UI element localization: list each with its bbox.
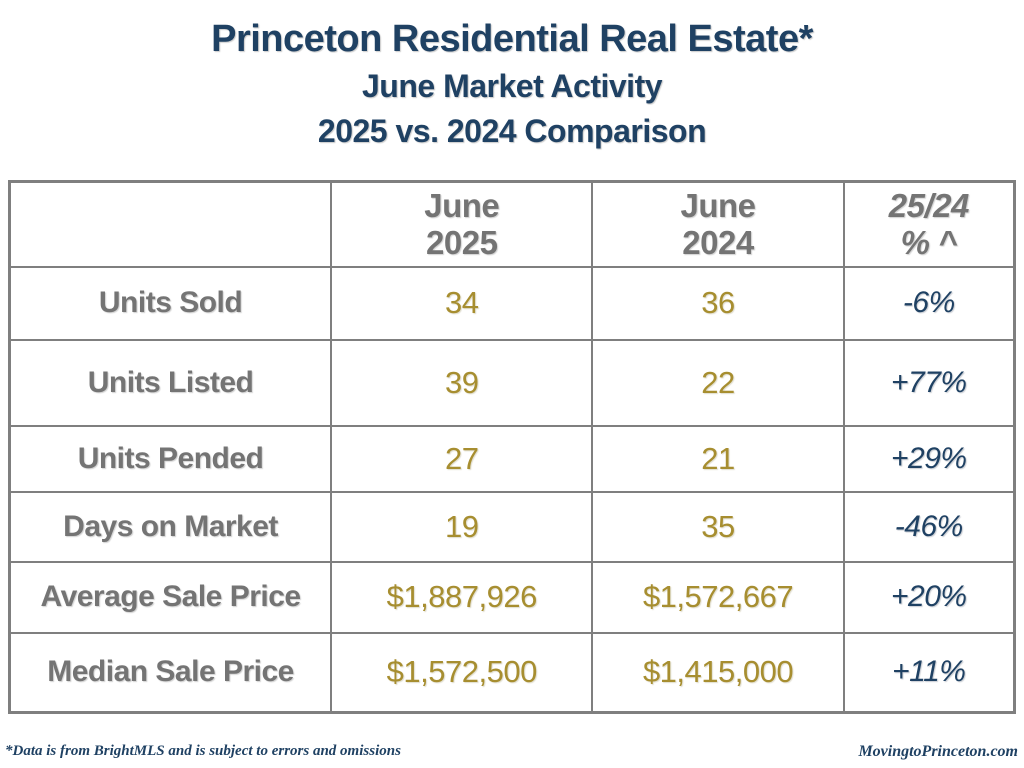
value-2024: $1,572,667 bbox=[591, 560, 845, 634]
value-2025: $1,572,500 bbox=[330, 631, 594, 714]
row-label: Units Sold bbox=[8, 265, 333, 341]
table-row-units-pended: Units Pended 27 21 +29% bbox=[8, 424, 1016, 493]
value-2025: 34 bbox=[330, 265, 594, 341]
value-2025: 27 bbox=[330, 424, 594, 493]
value-2025: 19 bbox=[330, 490, 594, 563]
header-june-2024-line1: June bbox=[680, 187, 757, 225]
value-pct-change: +29% bbox=[842, 424, 1016, 493]
slide-title-line3: 2025 vs. 2024 Comparison bbox=[317, 113, 707, 149]
value-2024: $1,415,000 bbox=[591, 631, 845, 714]
value-2025: $1,887,926 bbox=[330, 560, 594, 634]
value-2025: 39 bbox=[330, 338, 594, 427]
header-pct-change-cell: 25/24 % ^ bbox=[842, 180, 1016, 268]
header-june-2024-line2: 2024 bbox=[682, 224, 754, 262]
value-pct-change: -46% bbox=[842, 490, 1016, 563]
value-pct-change: +77% bbox=[842, 338, 1016, 427]
value-2024: 36 bbox=[591, 265, 845, 341]
website-credit: MovingtoPrinceton.com bbox=[858, 743, 1018, 760]
slide-title-line1: Princeton Residential Real Estate* bbox=[211, 18, 813, 60]
table-row-days-on-market: Days on Market 19 35 -46% bbox=[8, 490, 1016, 563]
slide-title: Princeton Residential Real Estate* June … bbox=[0, 14, 1024, 154]
header-metric-cell bbox=[8, 180, 333, 268]
table-row-median-sale-price: Median Sale Price $1,572,500 $1,415,000 … bbox=[8, 631, 1016, 714]
market-activity-table: June 2025 June 2024 25/24 % ^ Units Sold… bbox=[8, 180, 1016, 714]
header-june-2024-cell: June 2024 bbox=[591, 180, 845, 268]
table-row-units-sold: Units Sold 34 36 -6% bbox=[8, 265, 1016, 341]
row-label: Units Pended bbox=[8, 424, 333, 493]
value-2024: 35 bbox=[591, 490, 845, 563]
header-pct-change-line1: 25/24 bbox=[888, 187, 970, 225]
table-row-average-sale-price: Average Sale Price $1,887,926 $1,572,667… bbox=[8, 560, 1016, 634]
row-label: Median Sale Price bbox=[8, 631, 333, 714]
value-pct-change: +20% bbox=[842, 560, 1016, 634]
row-label: Average Sale Price bbox=[8, 560, 333, 634]
header-pct-change-line2: % ^ bbox=[900, 224, 958, 262]
header-june-2025-line2: 2025 bbox=[426, 224, 498, 262]
value-pct-change: -6% bbox=[842, 265, 1016, 341]
slide-title-line2: June Market Activity bbox=[361, 68, 663, 104]
table-row-units-listed: Units Listed 39 22 +77% bbox=[8, 338, 1016, 427]
data-source-disclaimer: *Data is from BrightMLS and is subject t… bbox=[5, 743, 401, 759]
header-june-2025-line1: June bbox=[424, 187, 500, 225]
header-june-2025-cell: June 2025 bbox=[330, 180, 594, 268]
row-label: Units Listed bbox=[8, 338, 333, 427]
value-2024: 21 bbox=[591, 424, 845, 493]
value-2024: 22 bbox=[591, 338, 845, 427]
row-label: Days on Market bbox=[8, 490, 333, 563]
value-pct-change: +11% bbox=[842, 631, 1016, 714]
table-header-row: June 2025 June 2024 25/24 % ^ bbox=[8, 180, 1016, 268]
